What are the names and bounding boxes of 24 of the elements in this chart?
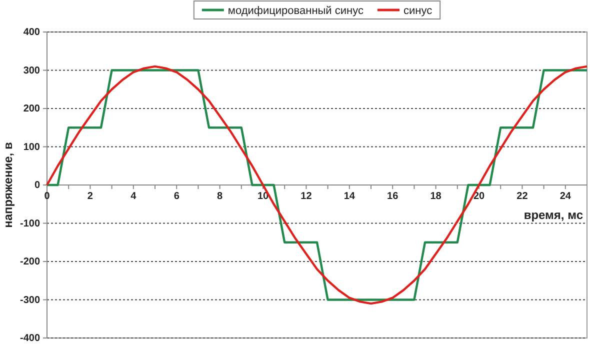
y-tick-label: 300 (23, 65, 40, 76)
x-tick-label: 18 (430, 191, 442, 202)
y-tick-label: 400 (23, 27, 40, 38)
legend-label: синус (403, 5, 433, 17)
x-tick-label: 6 (174, 191, 180, 202)
x-tick-label: 22 (516, 191, 528, 202)
x-tick-label: 14 (344, 191, 356, 202)
y-tick-label: 0 (34, 180, 40, 192)
x-tick-label: 8 (217, 191, 224, 202)
x-axis-title: время, мс (524, 208, 584, 222)
y-tick-label: -300 (20, 294, 40, 306)
y-axis-title: напряжение, в (1, 142, 15, 228)
x-tick-label: 24 (560, 191, 572, 202)
x-tick-label: 2 (87, 191, 94, 202)
x-tick-label: 0 (44, 191, 50, 202)
x-tick-label: 4 (130, 191, 137, 202)
x-tick-label: 16 (387, 191, 399, 202)
y-tick-label: -200 (20, 256, 40, 268)
y-tick-label: 200 (23, 104, 40, 115)
y-tick-label: 100 (23, 142, 40, 153)
y-tick-label: -400 (20, 333, 40, 344)
x-tick-label: 12 (300, 191, 312, 202)
y-tick-label: -100 (20, 218, 40, 230)
legend-label: модифицированный синус (228, 5, 364, 17)
